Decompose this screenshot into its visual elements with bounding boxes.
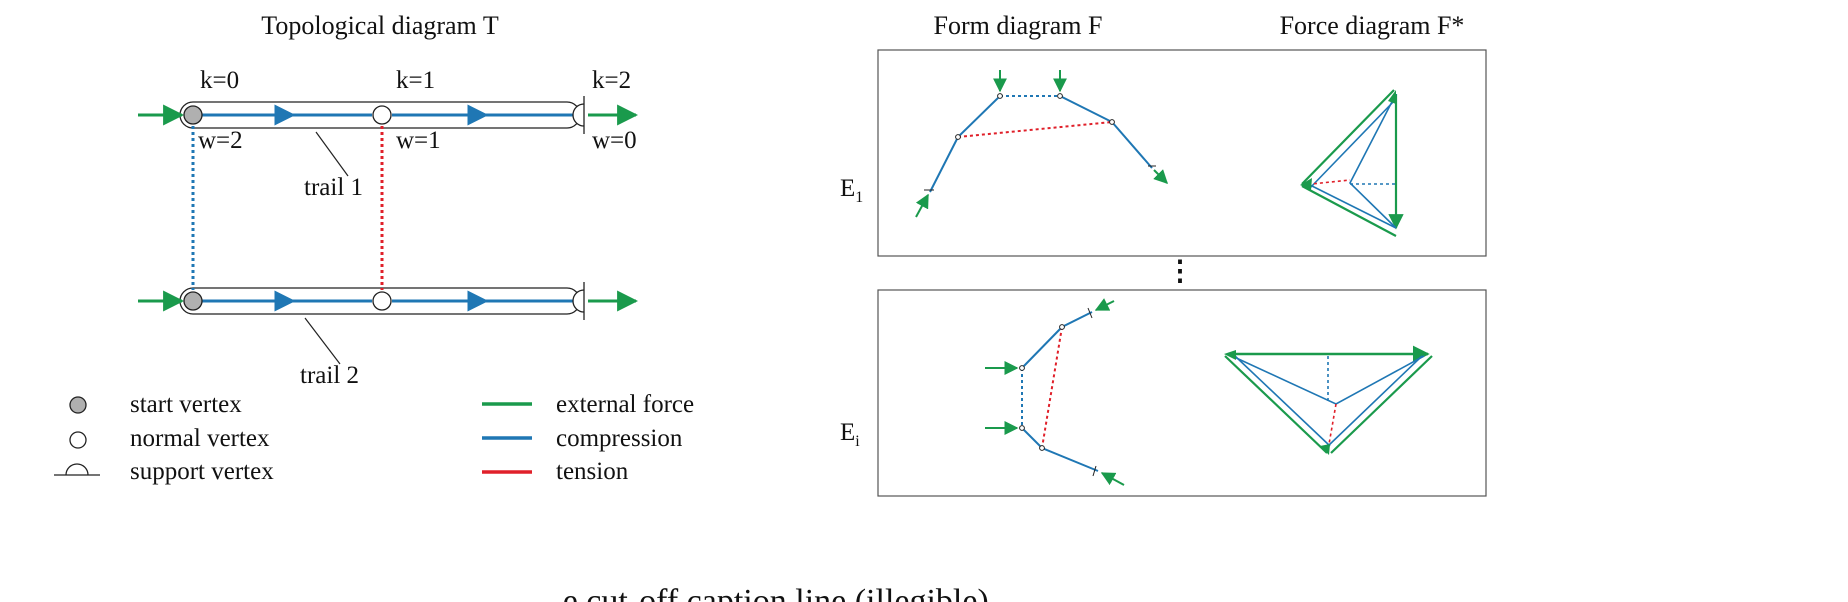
force-external-edge: [1330, 355, 1433, 454]
form-node: [1057, 93, 1063, 99]
form-node: [955, 134, 961, 140]
panel-ei-label: Ei: [840, 419, 860, 450]
force-external-edge: [1301, 185, 1397, 237]
legend-external-force: external force: [556, 391, 694, 418]
form-node: [1039, 445, 1045, 451]
reaction-arrow: [1094, 298, 1115, 311]
topological-diagram-title: Topological diagram T: [261, 11, 499, 40]
form-diagram-ei: [985, 298, 1125, 486]
form-node: [1019, 425, 1025, 431]
support-vertex-symbol: [54, 463, 100, 476]
force-diagram-e1: [1300, 89, 1404, 237]
panel-e1: [877, 49, 1487, 257]
w-label: w=1: [396, 127, 441, 154]
start-vertex: [183, 291, 203, 311]
form-node: [1059, 324, 1065, 330]
form-diagram-title: Form diagram F: [934, 11, 1103, 40]
force-external-edge: [1301, 89, 1395, 185]
legend-normal-vertex: normal vertex: [130, 425, 270, 452]
legend-compression: compression: [556, 425, 683, 452]
form-node: [1109, 119, 1115, 125]
support-vertex: [572, 96, 585, 134]
normal-vertex: [372, 291, 392, 311]
trail-2-leader: [304, 317, 341, 365]
force-external-edge: [1224, 355, 1328, 454]
start-vertex-symbol: [69, 396, 87, 414]
k-label: k=1: [396, 67, 435, 94]
panel-e1-label: E1: [840, 175, 863, 206]
trail-1-label: trail 1: [304, 174, 363, 201]
normal-vertex-symbol: [69, 431, 87, 449]
form-node: [997, 93, 1003, 99]
reaction-arrow: [915, 193, 929, 218]
panel-ei: [877, 289, 1487, 497]
form-diagram-e1: [915, 70, 1168, 218]
form-deviation-tension: [1041, 326, 1063, 449]
legend-support-vertex: support vertex: [130, 458, 274, 485]
form-deviation-tension: [957, 121, 1113, 138]
force-tension-edge: [1327, 403, 1337, 451]
form-node: [1019, 365, 1025, 371]
legend: start vertex normal vertex support verte…: [54, 391, 694, 485]
k-label: k=0: [200, 67, 239, 94]
normal-vertex: [372, 105, 392, 125]
ellipsis-separator: ⋮: [1166, 256, 1194, 287]
caption-fragment: ...e cut-off caption line (illegible) ..…: [537, 583, 1023, 602]
k-label: k=2: [592, 67, 631, 94]
support-vertex: [572, 282, 585, 320]
legend-tension: tension: [556, 458, 629, 485]
w-label: w=0: [592, 127, 637, 154]
trail-2-label: trail 2: [300, 362, 359, 389]
force-diagram-ei: [1224, 345, 1433, 455]
reaction-arrow: [1153, 169, 1168, 184]
topological-diagram: k=0 k=1 k=2 w=2 w=1 w=0 trail 1 trail 2: [138, 67, 639, 389]
reaction-arrow: [1100, 472, 1125, 486]
trail-1-leader: [315, 131, 349, 177]
w-label: w=2: [198, 127, 243, 154]
force-diagram-title: Force diagram F*: [1280, 11, 1465, 40]
legend-start-vertex: start vertex: [130, 391, 242, 418]
start-vertex: [183, 105, 203, 125]
